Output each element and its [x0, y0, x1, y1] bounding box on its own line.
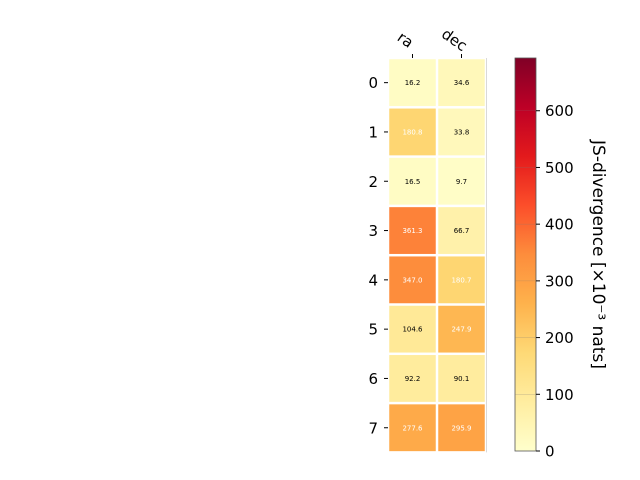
y-tick-label-5: 5: [368, 321, 378, 339]
heatmap-cell-label-0-dec: 34.6: [454, 79, 470, 87]
y-tick-label-3: 3: [368, 222, 378, 240]
colorbar-frame: [514, 57, 537, 452]
heatmap-cell-3-dec: [438, 207, 485, 254]
heatmap-cell-label-2-ra: 16.5: [405, 178, 421, 186]
heatmap-cell-1-ra: [389, 108, 436, 156]
heatmap-cell-5-dec: [438, 305, 485, 353]
heatmap-cell-label-0-ra: 16.2: [405, 79, 421, 87]
colorbar-tick-label-500: 500: [545, 159, 574, 177]
colorbar-tick-label-200: 200: [545, 329, 574, 347]
heatmap-cell-2-ra: [389, 157, 436, 205]
y-tick-label-0: 0: [368, 74, 378, 92]
x-tick-label-ra: ra: [394, 28, 417, 52]
y-tick-label-6: 6: [368, 370, 378, 388]
heatmap-cell-label-4-ra: 347.0: [402, 276, 422, 284]
heatmap-cell-label-5-dec: 247.9: [451, 326, 471, 334]
heatmap-cell-label-6-ra: 92.2: [405, 375, 421, 383]
heatmap-cells: [389, 59, 485, 452]
y-axis-ticks: 0 1 2 3 4 5 6 7: [368, 74, 388, 437]
y-tick-label-1: 1: [368, 123, 378, 141]
colorbar-label: JS-divergence [×10⁻³ nats]: [588, 139, 608, 369]
heatmap-cell-4-ra: [389, 256, 436, 304]
heatmap-cell-4-dec: [438, 256, 485, 304]
heatmap-cell-labels: 16.2 34.6 180.8 33.8 16.5 9.7 361.3 66.7 347.0 18…: [402, 79, 471, 432]
heatmap-cell-7-dec: [438, 404, 485, 452]
heatmap-cell-1-dec: [438, 108, 485, 156]
heatmap-cell-label-4-dec: 180.7: [451, 276, 471, 284]
heatmap-cell-5-ra: [389, 305, 436, 353]
heatmap-cell-label-1-dec: 33.8: [454, 128, 470, 136]
heatmap-cell-3-ra: [389, 207, 436, 254]
colorbar-tick-label-300: 300: [545, 272, 574, 290]
heatmap-cell-label-5-ra: 104.6: [402, 326, 423, 334]
heatmap-cell-label-1-ra: 180.8: [402, 128, 422, 136]
heatmap-cell-label-2-dec: 9.7: [456, 178, 467, 186]
heatmap-cell-label-6-dec: 90.1: [454, 375, 470, 383]
colorbar-tick-label-0: 0: [545, 443, 555, 461]
heatmap-cell-2-dec: [438, 157, 485, 205]
x-axis-ticks: ra dec: [394, 25, 471, 58]
y-tick-label-2: 2: [368, 173, 378, 191]
colorbar-gradient: [515, 58, 536, 451]
heatmap-cell-label-7-dec: 295.9: [451, 424, 471, 432]
heatmap-cell-0-dec: [438, 59, 485, 107]
heatmap-cell-label-3-dec: 66.7: [454, 227, 470, 235]
y-tick-label-7: 7: [368, 419, 378, 437]
heatmap-cell-0-ra: [389, 59, 436, 107]
heatmap-cell-label-7-ra: 277.6: [402, 424, 423, 432]
heatmap-cell-7-ra: [389, 404, 436, 452]
colorbar: [514, 57, 537, 452]
colorbar-tick-label-100: 100: [545, 386, 574, 404]
colorbar-ticks: 0 100 200 300 400 500 600: [515, 102, 574, 461]
x-tick-label-dec: dec: [438, 25, 470, 55]
heatmap-cell-label-3-ra: 361.3: [402, 227, 422, 235]
heatmap-cell-6-dec: [438, 355, 485, 402]
y-tick-label-4: 4: [368, 271, 378, 289]
heatmap-cell-6-ra: [389, 355, 436, 402]
colorbar-tick-label-600: 600: [545, 102, 574, 120]
colorbar-tick-label-400: 400: [545, 216, 574, 234]
